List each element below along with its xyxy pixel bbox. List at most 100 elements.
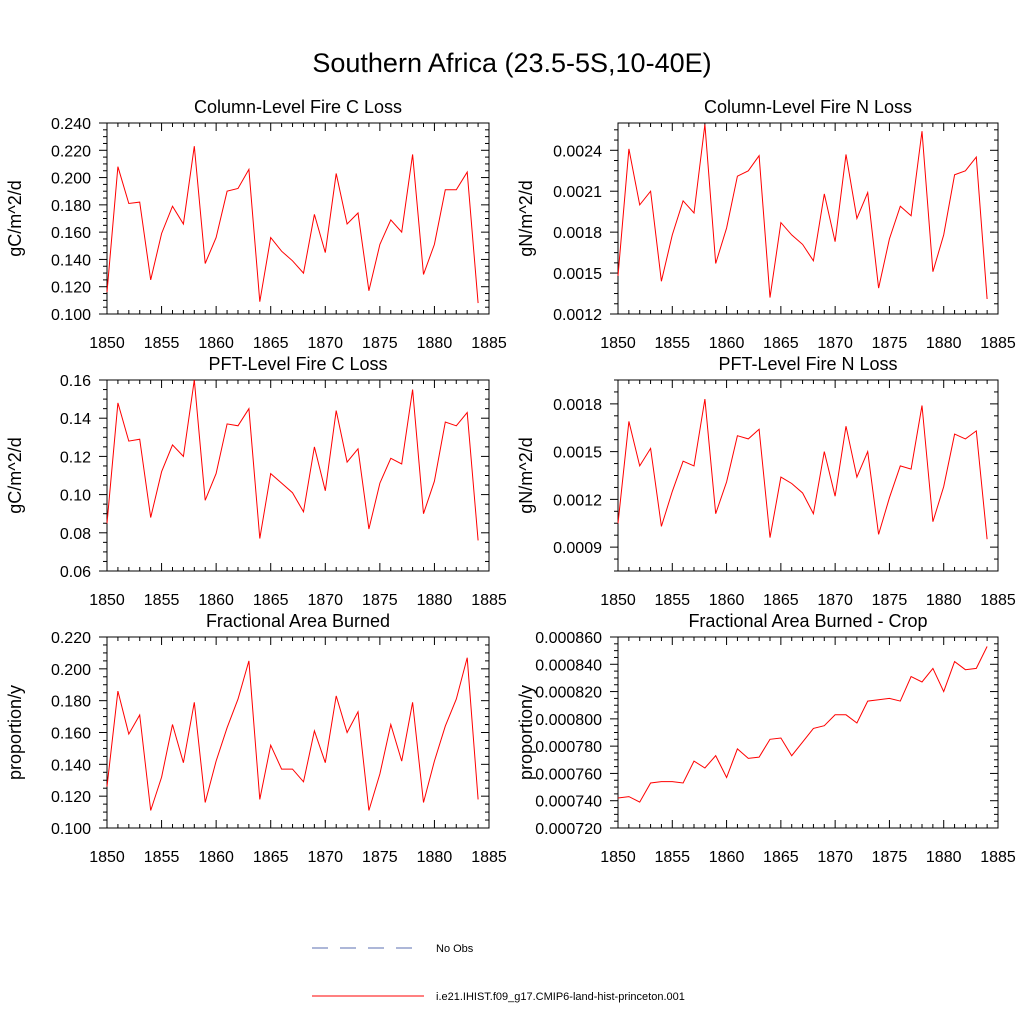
x-tick-label: 1855	[654, 335, 690, 352]
x-tick-label: 1855	[654, 592, 690, 609]
panel-title: Column-Level Fire C Loss	[194, 97, 402, 117]
y-tick-label: 0.14	[60, 411, 91, 428]
y-tick-label: 0.120	[51, 789, 91, 806]
y-tick-label: 0.0018	[553, 397, 602, 414]
x-tick-label: 1865	[253, 335, 289, 352]
y-tick-label: 0.000840	[535, 657, 602, 674]
x-tick-label: 1850	[89, 335, 125, 352]
y-tick-label: 0.0012	[553, 492, 602, 509]
y-axis-label: gC/m^2/d	[5, 180, 25, 256]
y-tick-label: 0.000780	[535, 739, 602, 756]
y-tick-label: 0.06	[60, 564, 91, 581]
y-tick-label: 0.140	[51, 252, 91, 269]
x-tick-label: 1885	[980, 849, 1016, 866]
x-tick-label: 1870	[307, 335, 343, 352]
plot-frame	[106, 636, 490, 829]
series-line-model	[106, 146, 479, 304]
x-tick-label: 1870	[307, 849, 343, 866]
x-tick-label: 1875	[872, 335, 908, 352]
y-tick-label: 0.200	[51, 171, 91, 188]
x-tick-label: 1850	[600, 592, 636, 609]
x-tick-label: 1860	[709, 335, 745, 352]
y-tick-label: 0.200	[51, 662, 91, 679]
x-tick-label: 1850	[600, 849, 636, 866]
series-line-model	[617, 646, 988, 803]
x-tick-label: 1880	[926, 335, 962, 352]
x-tick-label: 1880	[417, 335, 453, 352]
y-tick-label: 0.10	[60, 488, 91, 505]
y-tick-label: 0.100	[51, 307, 91, 324]
y-tick-label: 0.12	[60, 449, 91, 466]
y-axis-label: proportion/y	[516, 685, 536, 780]
x-tick-label: 1860	[198, 592, 234, 609]
x-tick-label: 1860	[709, 592, 745, 609]
x-tick-label: 1850	[600, 335, 636, 352]
y-tick-label: 0.180	[51, 198, 91, 215]
y-tick-label: 0.0015	[553, 266, 602, 283]
plot-frame	[617, 122, 999, 315]
y-tick-label: 0.0012	[553, 307, 602, 324]
y-axis-label: proportion/y	[5, 685, 25, 780]
legend: No Obs i.e21.IHIST.f09_g17.CMIP6-land-hi…	[312, 943, 685, 1003]
x-tick-label: 1880	[417, 849, 453, 866]
chart-panel-4: 1850 1855 1860 1865 1870 1875 1880 1885 0.0009 0.…	[516, 354, 1016, 609]
x-tick-label: 1855	[144, 335, 180, 352]
y-tick-label: 0.0009	[553, 540, 602, 557]
x-tick-label: 1885	[980, 592, 1016, 609]
x-tick-label: 1870	[817, 592, 853, 609]
x-tick-label: 1870	[817, 849, 853, 866]
x-tick-label: 1880	[926, 849, 962, 866]
y-tick-label: 0.08	[60, 526, 91, 543]
x-tick-label: 1865	[763, 592, 799, 609]
y-tick-label: 0.000720	[535, 821, 602, 838]
x-tick-label: 1885	[471, 335, 507, 352]
panel-title: PFT-Level Fire C Loss	[208, 354, 387, 374]
y-tick-label: 0.0015	[553, 445, 602, 462]
x-tick-label: 1880	[926, 592, 962, 609]
plot-frame	[617, 636, 999, 829]
panel-title: Fractional Area Burned - Crop	[688, 611, 927, 631]
series-line-model	[106, 657, 479, 811]
series-line-model	[617, 124, 988, 300]
y-axis-label: gN/m^2/d	[516, 180, 536, 256]
x-tick-label: 1865	[763, 849, 799, 866]
y-axis-label: gC/m^2/d	[5, 437, 25, 513]
chart-panel-5: 1850 1855 1860 1865 1870 1875 1880 1885 0.100 0.1…	[5, 611, 507, 866]
y-tick-label: 0.140	[51, 757, 91, 774]
y-tick-label: 0.220	[51, 143, 91, 160]
x-tick-label: 1855	[654, 849, 690, 866]
x-tick-label: 1865	[253, 592, 289, 609]
x-tick-label: 1885	[471, 592, 507, 609]
series-line-model	[106, 379, 479, 541]
y-tick-label: 0.100	[51, 821, 91, 838]
y-tick-label: 0.240	[51, 116, 91, 133]
y-tick-label: 0.160	[51, 726, 91, 743]
x-tick-label: 1860	[198, 849, 234, 866]
x-tick-label: 1875	[872, 592, 908, 609]
y-tick-label: 0.000800	[535, 712, 602, 729]
y-axis-label: gN/m^2/d	[516, 437, 536, 513]
y-tick-label: 0.220	[51, 630, 91, 647]
chart-panel-3: 1850 1855 1860 1865 1870 1875 1880 1885 0.06 0.08…	[5, 354, 507, 609]
x-tick-label: 1875	[362, 335, 398, 352]
y-tick-label: 0.000860	[535, 630, 602, 647]
x-tick-label: 1860	[198, 335, 234, 352]
chart-panel-2: 1850 1855 1860 1865 1870 1875 1880 1885 0.0012 0.…	[516, 97, 1016, 352]
x-tick-label: 1850	[89, 849, 125, 866]
x-tick-label: 1870	[307, 592, 343, 609]
y-tick-label: 0.180	[51, 694, 91, 711]
plot-frame	[106, 379, 490, 572]
chart-panel-1: 1850 1855 1860 1865 1870 1875 1880 1885 0.100 0.1…	[5, 97, 507, 352]
y-tick-label: 0.0024	[553, 143, 602, 160]
y-tick-label: 0.16	[60, 373, 91, 390]
x-tick-label: 1875	[872, 849, 908, 866]
x-tick-label: 1860	[709, 849, 745, 866]
y-tick-label: 0.000760	[535, 766, 602, 783]
series-line-model	[617, 399, 988, 540]
x-tick-label: 1870	[817, 335, 853, 352]
y-tick-label: 0.0018	[553, 225, 602, 242]
y-tick-label: 0.160	[51, 225, 91, 242]
x-tick-label: 1875	[362, 592, 398, 609]
x-tick-label: 1885	[471, 849, 507, 866]
